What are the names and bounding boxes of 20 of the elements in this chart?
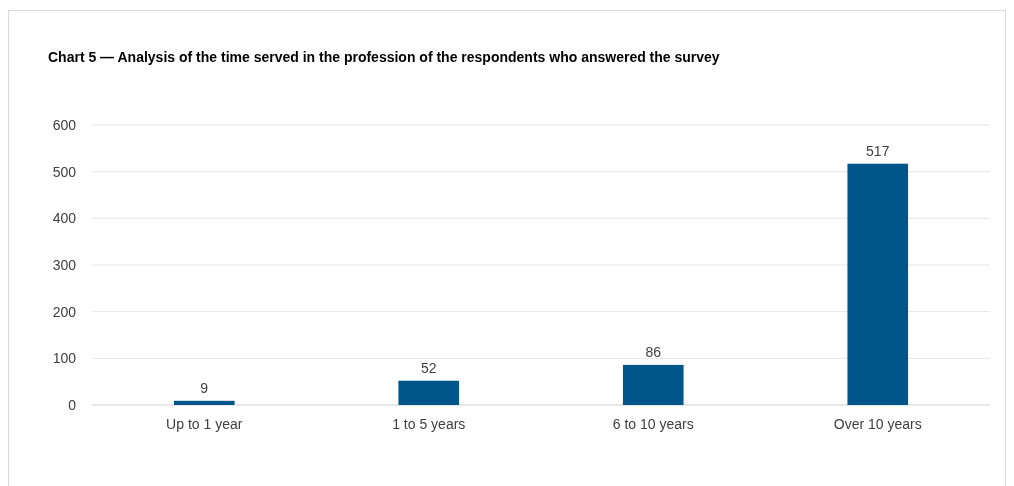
- data-label: 9: [200, 379, 209, 396]
- y-tick-label: 600: [52, 116, 77, 133]
- data-label: 52: [420, 359, 437, 376]
- y-tick-label: 500: [52, 163, 77, 180]
- y-tick-label: 400: [52, 210, 77, 227]
- data-label: 86: [645, 343, 662, 360]
- bar: [398, 380, 460, 405]
- bar: [173, 400, 235, 405]
- y-tick-label: 100: [52, 350, 77, 367]
- y-tick-label: 200: [52, 303, 77, 320]
- bar: [622, 364, 684, 405]
- data-label: 517: [866, 142, 890, 159]
- chart-title: Chart 5 — Analysis of the time served in the profession of the respondents who answered the survey: [48, 49, 720, 65]
- y-tick-label: 0: [68, 396, 77, 413]
- x-tick-label: Over 10 years: [833, 416, 922, 432]
- x-tick-label: 6 to 10 years: [612, 416, 694, 432]
- x-tick-label: 1 to 5 years: [392, 416, 466, 432]
- x-tick-label: Up to 1 year: [166, 416, 243, 432]
- y-tick-label: 300: [52, 256, 77, 273]
- bar: [847, 163, 909, 405]
